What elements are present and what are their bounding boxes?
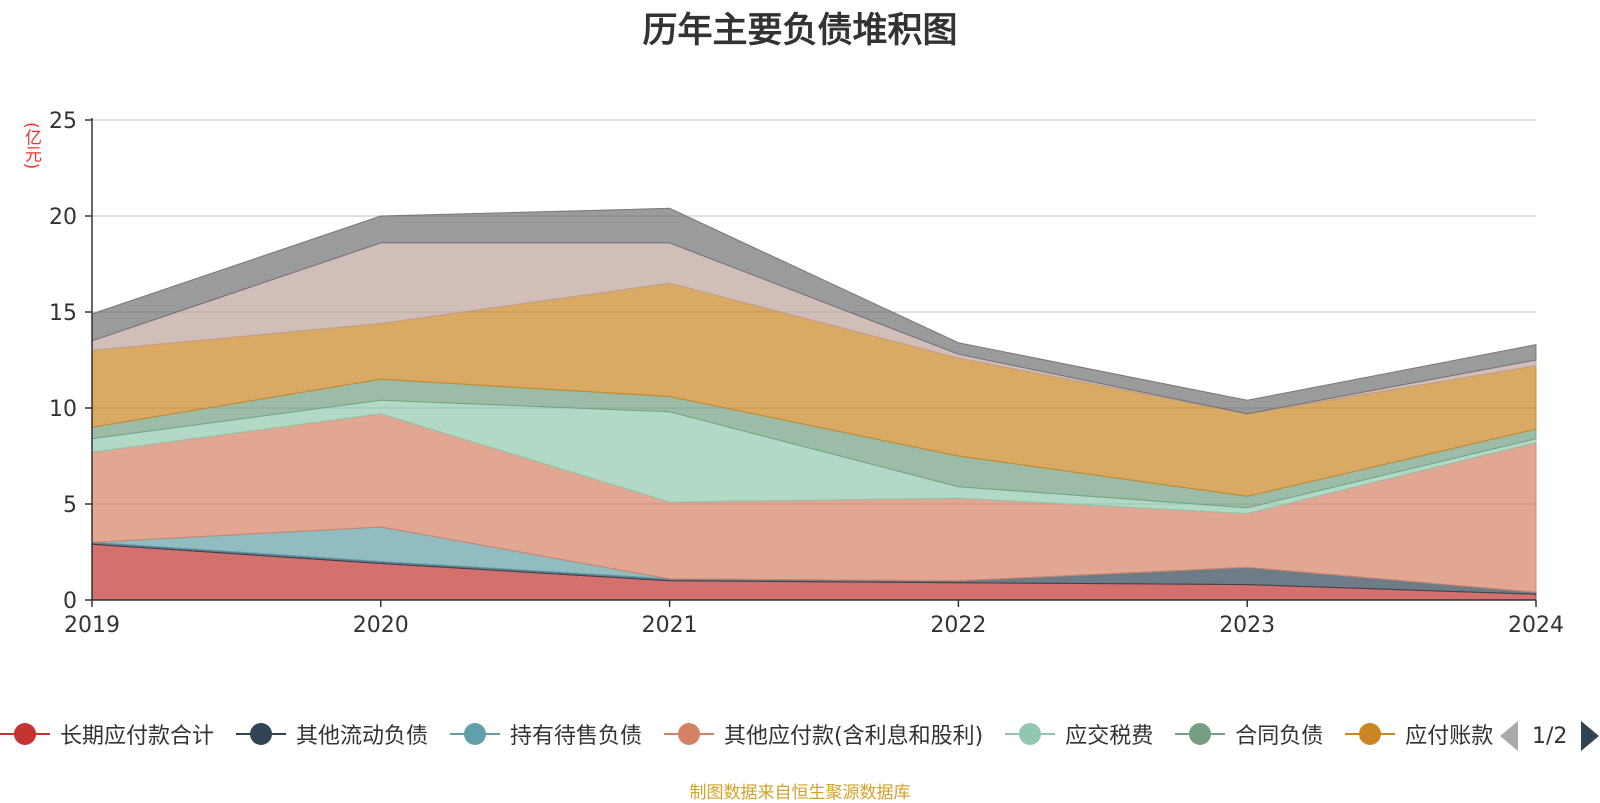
x-tick-label: 2022 xyxy=(930,613,986,638)
legend-item[interactable]: 合同负债 xyxy=(1175,716,1323,752)
legend-marker-icon xyxy=(450,722,501,746)
x-tick-label: 2021 xyxy=(642,613,698,638)
axis-layer: 0 5 10 15 20 25 2019 2020 2021 2022 2023 2024 xyxy=(49,109,1564,638)
data-source-note: 制图数据来自恒生聚源数据库 xyxy=(689,783,911,803)
legend-item[interactable]: 其他应付款(含利息和股利) xyxy=(664,716,983,752)
legend-page-indicator: 1/2 xyxy=(1532,723,1568,749)
legend-pager: 1/2 xyxy=(1500,716,1600,756)
y-tick-label: 0 xyxy=(63,589,77,614)
x-tick-label: 2024 xyxy=(1508,613,1564,638)
legend-marker-icon xyxy=(1005,722,1056,746)
y-tick-label: 5 xyxy=(63,493,77,518)
legend-item[interactable]: 应付账款 xyxy=(1345,716,1493,752)
legend-label: 应付账款 xyxy=(1405,724,1494,749)
legend-marker-icon xyxy=(236,722,287,746)
legend-marker-icon xyxy=(0,722,50,746)
legend-label: 其他应付款(含利息和股利) xyxy=(724,724,984,749)
legend-item[interactable]: 持有待售负债 xyxy=(450,716,642,752)
chart-plot: 0 5 10 15 20 25 2019 2020 2021 2022 2023 2024 xyxy=(49,109,1564,638)
y-tick-label: 25 xyxy=(49,109,77,134)
area-series xyxy=(91,207,1537,415)
y-axis-unit-label: (亿元) xyxy=(21,122,41,170)
legend-prev-page-icon[interactable] xyxy=(1500,721,1518,751)
legend-label: 其他流动负债 xyxy=(296,724,429,749)
legend-marker-icon xyxy=(1175,722,1226,746)
y-tick-label: 15 xyxy=(49,301,77,326)
legend-label: 长期应付款合计 xyxy=(60,724,215,749)
area-layer xyxy=(91,207,1537,601)
legend-next-page-icon[interactable] xyxy=(1581,721,1600,751)
legend-label: 合同负债 xyxy=(1235,724,1324,749)
legend: 长期应付款合计 其他流动负债 持有待售负债 其他应付款(含利息和股利) 应交税费 合同负债… xyxy=(0,716,1500,756)
legend-item[interactable]: 其他流动负债 xyxy=(236,716,428,752)
x-tick-label: 2020 xyxy=(353,613,409,638)
x-tick-label: 2023 xyxy=(1219,613,1275,638)
legend-item[interactable]: 长期应付款合计 xyxy=(0,716,214,752)
y-tick-label: 10 xyxy=(49,397,77,422)
y-tick-label: 20 xyxy=(49,205,77,230)
legend-marker-icon xyxy=(1345,722,1396,746)
legend-marker-icon xyxy=(664,722,715,746)
legend-label: 应交税费 xyxy=(1065,724,1154,749)
x-tick-label: 2019 xyxy=(64,613,120,638)
chart-title: 历年主要负债堆积图 xyxy=(642,11,958,51)
legend-label: 持有待售负债 xyxy=(510,724,643,749)
legend-item[interactable]: 应交税费 xyxy=(1005,716,1153,752)
